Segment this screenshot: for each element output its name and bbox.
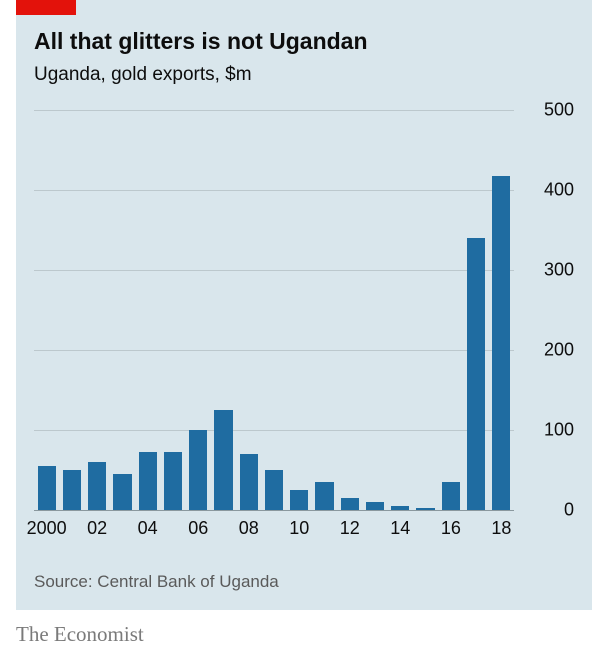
y-axis-label: 300 (544, 260, 574, 281)
gridline (34, 430, 514, 431)
publication-credit: The Economist (16, 622, 144, 647)
x-axis-label: 06 (188, 518, 208, 539)
x-axis-label: 2000 (27, 518, 67, 539)
y-axis-label: 500 (544, 100, 574, 121)
chart-title: All that glitters is not Ugandan (34, 28, 368, 55)
x-axis-label: 04 (138, 518, 158, 539)
bar (189, 430, 207, 510)
bar (240, 454, 258, 510)
plot-area: 0100200300400500 2000020406081012141618 (34, 110, 574, 540)
bar (416, 508, 434, 510)
bar (442, 482, 460, 510)
bars-region (34, 110, 514, 510)
gridline (34, 270, 514, 271)
x-axis-label: 14 (390, 518, 410, 539)
bar (341, 498, 359, 510)
bar (113, 474, 131, 510)
gridline (34, 510, 514, 511)
bar (265, 470, 283, 510)
bar (467, 238, 485, 510)
x-axis-label: 10 (289, 518, 309, 539)
chart-subtitle: Uganda, gold exports, $m (34, 64, 252, 86)
bar (366, 502, 384, 510)
chart-source: Source: Central Bank of Uganda (34, 572, 279, 592)
y-axis-label: 400 (544, 180, 574, 201)
gridline (34, 110, 514, 111)
y-axis-label: 100 (544, 420, 574, 441)
bar (214, 410, 232, 510)
bar (63, 470, 81, 510)
gridline (34, 190, 514, 191)
bar (164, 452, 182, 510)
x-axis-label: 18 (491, 518, 511, 539)
bar (492, 176, 510, 510)
bar (315, 482, 333, 510)
bar (38, 466, 56, 510)
chart-card: All that glitters is not Ugandan Uganda,… (16, 0, 592, 610)
bar (290, 490, 308, 510)
x-axis-label: 12 (340, 518, 360, 539)
brand-tab (16, 0, 76, 15)
y-axis-label: 0 (564, 500, 574, 521)
bar (139, 452, 157, 510)
gridline (34, 350, 514, 351)
x-axis-label: 08 (239, 518, 259, 539)
x-axis-label: 02 (87, 518, 107, 539)
bar (391, 506, 409, 510)
x-axis-label: 16 (441, 518, 461, 539)
y-axis-label: 200 (544, 340, 574, 361)
bar (88, 462, 106, 510)
